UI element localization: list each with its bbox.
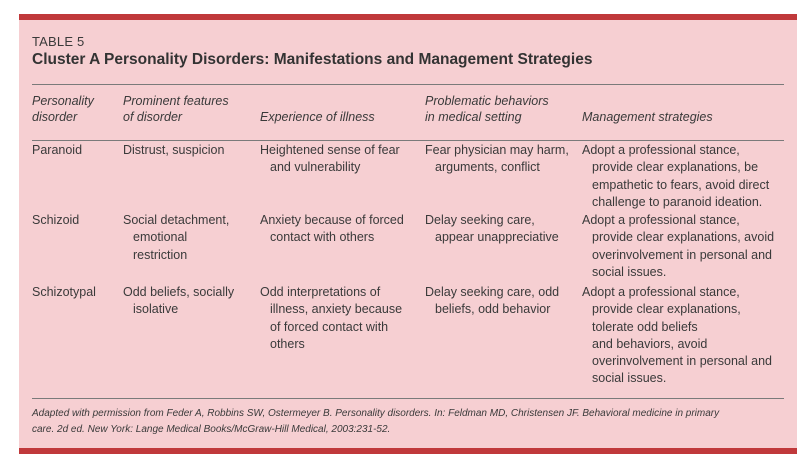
cell-management-schizotypal: Adopt a professional stance, provide cle…: [582, 284, 772, 388]
header-management-strategies: Management strategies: [582, 93, 713, 125]
cell-line: isolative: [133, 302, 179, 317]
cell-behaviors-paranoid: Fear physician may harm, arguments, conf…: [425, 142, 569, 177]
cell-line: appear unappreciative: [435, 230, 559, 245]
cell-line: Social detachment,: [123, 213, 230, 227]
cell-line: tolerate odd beliefs: [592, 319, 698, 334]
cell-line: Adopt a professional stance,: [582, 213, 740, 227]
cell-line: and vulnerability: [270, 160, 361, 175]
header-top-rule: [32, 84, 784, 85]
cell-disorder-paranoid: Paranoid: [32, 142, 82, 159]
cell-line: Distrust, suspicion: [123, 143, 225, 157]
cell-disorder-schizotypal: Schizotypal: [32, 284, 96, 301]
header-line: [582, 93, 713, 109]
cell-line: Fear physician may harm,: [425, 143, 569, 157]
header-personality-disorder: Personality disorder: [32, 93, 94, 125]
cell-management-schizoid: Adopt a professional stance, provide cle…: [582, 212, 774, 281]
header-line: [260, 93, 375, 109]
top-accent-bar: [19, 14, 797, 20]
cell-line: others: [270, 336, 305, 351]
source-line: Adapted with permission from Feder A, Ro…: [32, 408, 720, 419]
cell-line: Schizoid: [32, 213, 80, 227]
cell-line: social issues.: [592, 264, 667, 279]
cell-line: Schizotypal: [32, 285, 96, 299]
cell-line: overinvolvement in personal and: [592, 247, 772, 262]
cell-line: Anxiety because of forced: [260, 213, 404, 227]
cell-line: provide clear explanations, be: [592, 160, 759, 175]
header-line: in medical setting: [425, 110, 522, 124]
cell-line: social issues.: [592, 371, 667, 386]
cell-line: illness, anxiety because: [270, 302, 403, 317]
cell-line: Delay seeking care, odd: [425, 285, 560, 299]
header-bottom-rule: [32, 140, 784, 141]
cell-line: Delay seeking care,: [425, 213, 535, 227]
cell-line: overinvolvement in personal and: [592, 354, 772, 369]
cell-line: provide clear explanations,: [592, 302, 741, 317]
cell-line: emotional: [133, 230, 188, 245]
header-line: Problematic behaviors: [425, 94, 549, 108]
bottom-accent-bar: [19, 448, 797, 454]
cell-line: contact with others: [270, 230, 375, 245]
source-note: Adapted with permission from Feder A, Ro…: [32, 406, 784, 438]
cell-behaviors-schizotypal: Delay seeking care, odd beliefs, odd beh…: [425, 284, 559, 319]
cell-line: Adopt a professional stance,: [582, 285, 740, 299]
cell-management-paranoid: Adopt a professional stance, provide cle…: [582, 142, 769, 211]
cell-features-schizotypal: Odd beliefs, socially isolative: [123, 284, 234, 319]
cell-line: provide clear explanations, avoid: [592, 230, 775, 245]
cell-features-schizoid: Social detachment, emotional restriction: [123, 212, 229, 264]
source-line: care. 2d ed. New York: Lange Medical Boo…: [32, 424, 391, 435]
cell-disorder-schizoid: Schizoid: [32, 212, 79, 229]
header-line: of disorder: [123, 110, 183, 124]
header-prominent-features: Prominent features of disorder: [123, 93, 229, 125]
header-experience-of-illness: Experience of illness: [260, 93, 375, 125]
cell-experience-paranoid: Heightened sense of fear and vulnerabili…: [260, 142, 400, 177]
cell-line: Adopt a professional stance,: [582, 143, 740, 157]
cell-line: Odd interpretations of: [260, 285, 381, 299]
cell-behaviors-schizoid: Delay seeking care, appear unappreciativ…: [425, 212, 559, 247]
header-line: Management strategies: [582, 110, 713, 124]
header-line: Prominent features: [123, 94, 229, 108]
cell-line: Odd beliefs, socially: [123, 285, 235, 299]
header-line: Personality: [32, 94, 94, 108]
cell-line: Paranoid: [32, 143, 83, 157]
cell-line: and behaviors, avoid: [592, 336, 708, 351]
header-line: disorder: [32, 110, 78, 124]
cell-line: restriction: [133, 247, 188, 262]
cell-line: arguments, conflict: [435, 160, 540, 175]
cell-line: empathetic to fears, avoid direct: [592, 177, 770, 192]
cell-features-paranoid: Distrust, suspicion: [123, 142, 224, 159]
cell-line: Heightened sense of fear: [260, 143, 400, 157]
header-problematic-behaviors: Problematic behaviors in medical setting: [425, 93, 549, 125]
cell-line: of forced contact with: [270, 319, 389, 334]
table-panel: TABLE 5 Cluster A Personality Disorders:…: [19, 14, 797, 454]
cell-experience-schizotypal: Odd interpretations of illness, anxiety …: [260, 284, 402, 353]
cell-line: beliefs, odd behavior: [435, 302, 551, 317]
header-line: Experience of illness: [260, 110, 375, 124]
cell-line: challenge to paranoid ideation.: [592, 194, 763, 209]
cell-experience-schizoid: Anxiety because of forced contact with o…: [260, 212, 404, 247]
table-title: Cluster A Personality Disorders: Manifes…: [32, 51, 593, 68]
table-bottom-rule: [32, 398, 784, 399]
table-number: TABLE 5: [32, 34, 85, 49]
